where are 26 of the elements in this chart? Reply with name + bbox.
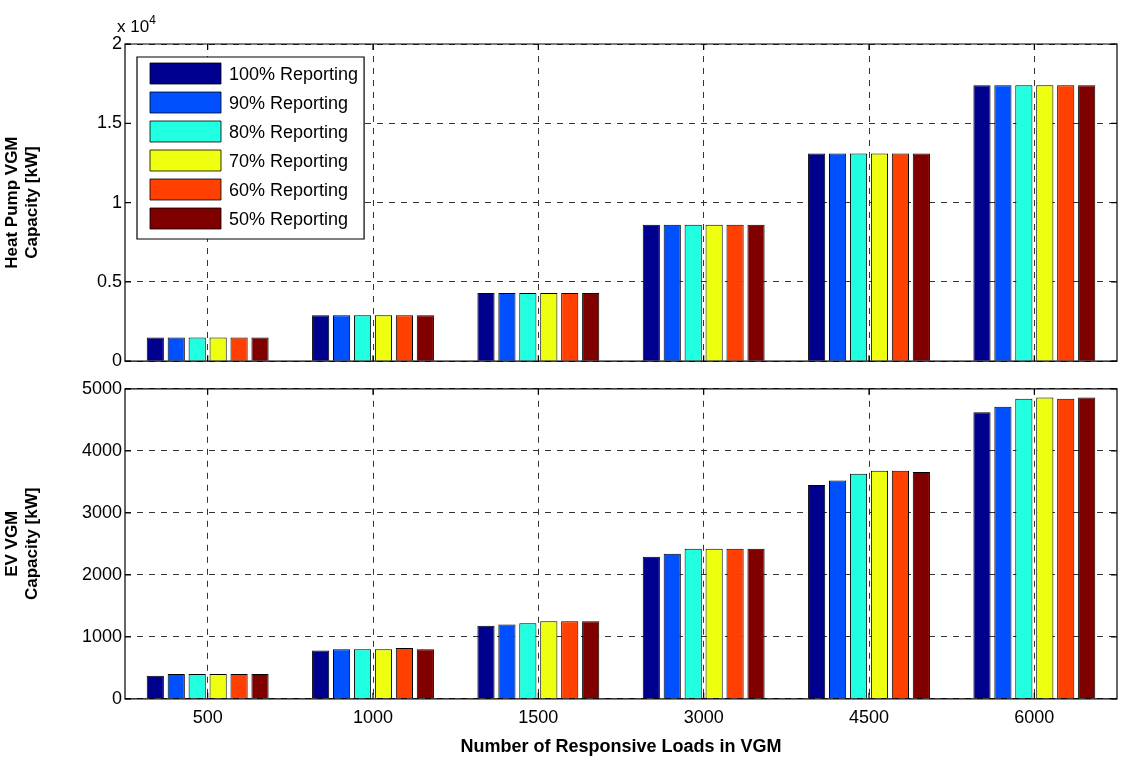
x-tick-label: 500 (192, 706, 223, 727)
x-tick-label: 3000 (683, 706, 724, 727)
x-tick-label: 4500 (848, 706, 890, 727)
y-tick-label: 1000 (81, 625, 122, 646)
legend-label: 100% Reporting (229, 63, 359, 84)
y-tick-label: 0 (111, 687, 122, 708)
legend-label: 60% Reporting (229, 179, 349, 200)
legend-label: 90% Reporting (229, 92, 349, 113)
y-tick-label: 3000 (81, 501, 122, 522)
x-tick-label: 1500 (518, 706, 559, 727)
y-tick-label: 0.5 (96, 270, 122, 291)
y-tick-label: 5000 (81, 377, 122, 398)
y-tick-label: 4000 (81, 439, 122, 460)
y-axis-title: EV VGM Capacity [kW] (1, 487, 42, 601)
x-tick-label: 6000 (1014, 706, 1055, 727)
y-tick-label: 1.5 (96, 112, 122, 133)
legend-label: 70% Reporting (229, 150, 349, 171)
x-axis-title: Number of Responsive Loads in VGM (460, 736, 782, 757)
y-tick-label: 2000 (81, 563, 122, 584)
x-tick-label: 1000 (352, 706, 394, 727)
legend-label: 50% Reporting (229, 208, 349, 229)
y-tick-label: 2 (111, 32, 122, 53)
y-tick-label: 1 (111, 191, 122, 212)
y-axis-title: Heat Pump VGM Capacity [kW] (1, 136, 42, 269)
y-tick-label: 0 (111, 350, 122, 371)
legend-label: 80% Reporting (229, 121, 349, 142)
